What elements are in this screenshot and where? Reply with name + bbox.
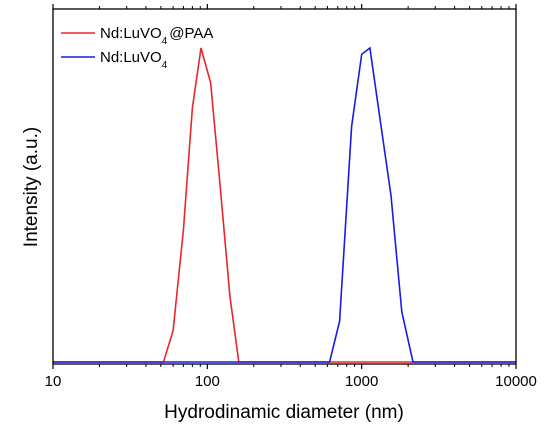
legend-label-1: Nd:LuVO4 @PAA [100,25,213,47]
x-tick-label: 10000 [495,373,537,390]
series-layer [53,46,516,363]
x-tick-label: 100 [195,373,220,390]
series-line-1 [53,47,516,363]
plot-frame [52,8,517,365]
y-axis-title: Intensity (a.u.) [21,127,42,247]
legend-label-2: Nd:LuVO4 [100,49,168,71]
x-ticks: 10 100 1000 10000 [45,4,537,390]
x-axis-title: Hydrodinamic diameter (nm) [164,402,404,423]
x-tick-label: 10 [45,373,62,390]
series-line-2 [53,46,516,363]
x-tick-label: 1000 [345,373,378,390]
